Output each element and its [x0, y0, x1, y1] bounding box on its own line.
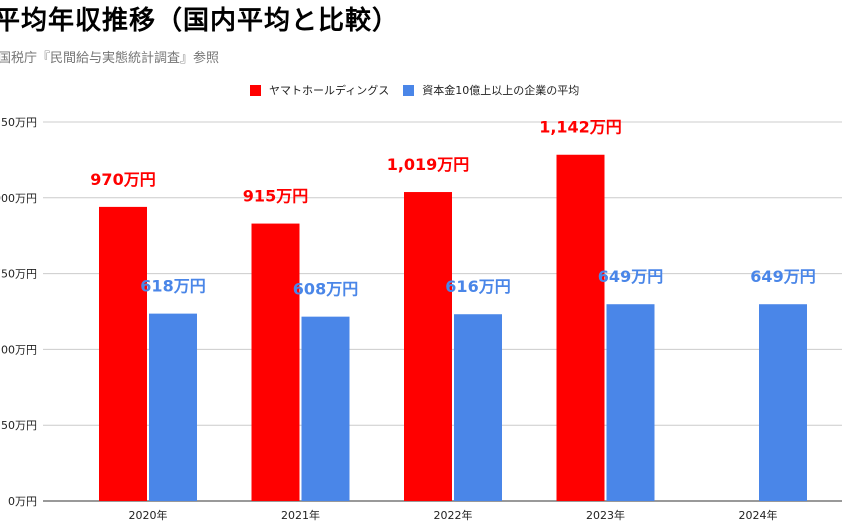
legend-swatch-blue	[403, 84, 415, 96]
chart-subtitle: 国税庁『民間給与実態統計調査』参照	[0, 51, 220, 66]
data-label: 649万円	[598, 267, 663, 286]
bar-yamato	[404, 192, 452, 502]
y-tick-label: 750万円	[0, 268, 37, 281]
x-tick-label: 2021年	[281, 508, 320, 521]
data-label: 1,142万円	[539, 118, 622, 137]
x-tick-label: 2020年	[129, 508, 168, 521]
data-label: 618万円	[140, 277, 205, 296]
data-label: 616万円	[445, 277, 510, 296]
bar-average	[606, 304, 655, 501]
y-tick-label: 1,000万円	[0, 192, 37, 205]
y-tick-label: 250万円	[0, 419, 37, 432]
data-label: 915万円	[243, 187, 308, 206]
x-tick-label: 2022年	[434, 508, 473, 521]
x-tick-label: 2024年	[739, 508, 778, 521]
legend: ヤマトホールディングス 資本金10億上以上の企業の平均	[250, 82, 579, 98]
legend-item-yamato[interactable]: ヤマトホールディングス	[250, 82, 389, 98]
bar-average	[454, 314, 502, 501]
bar-yamato	[99, 206, 147, 501]
chart-title: 平均年収推移（国内平均と比較）	[0, 6, 400, 36]
bar-average	[149, 313, 197, 501]
bar-yamato	[556, 154, 605, 501]
data-label: 1,019万円	[387, 155, 470, 174]
legend-label: ヤマトホールディングス	[269, 84, 390, 97]
bar-average	[759, 304, 807, 501]
data-label: 649万円	[750, 267, 815, 286]
bar-yamato	[251, 223, 300, 501]
legend-swatch-red	[250, 84, 261, 96]
data-label: 608万円	[293, 280, 358, 299]
x-tick-label: 2023年	[586, 508, 625, 521]
data-label: 970万円	[90, 170, 155, 189]
bar-average	[301, 316, 350, 501]
legend-label: 資本金10億上以上の企業の平均	[422, 84, 580, 97]
y-tick-label: 500万円	[0, 343, 37, 356]
y-tick-label: 0万円	[8, 495, 37, 508]
y-tick-label: 1,250万円	[0, 116, 37, 129]
legend-item-average[interactable]: 資本金10億上以上の企業の平均	[403, 82, 579, 98]
